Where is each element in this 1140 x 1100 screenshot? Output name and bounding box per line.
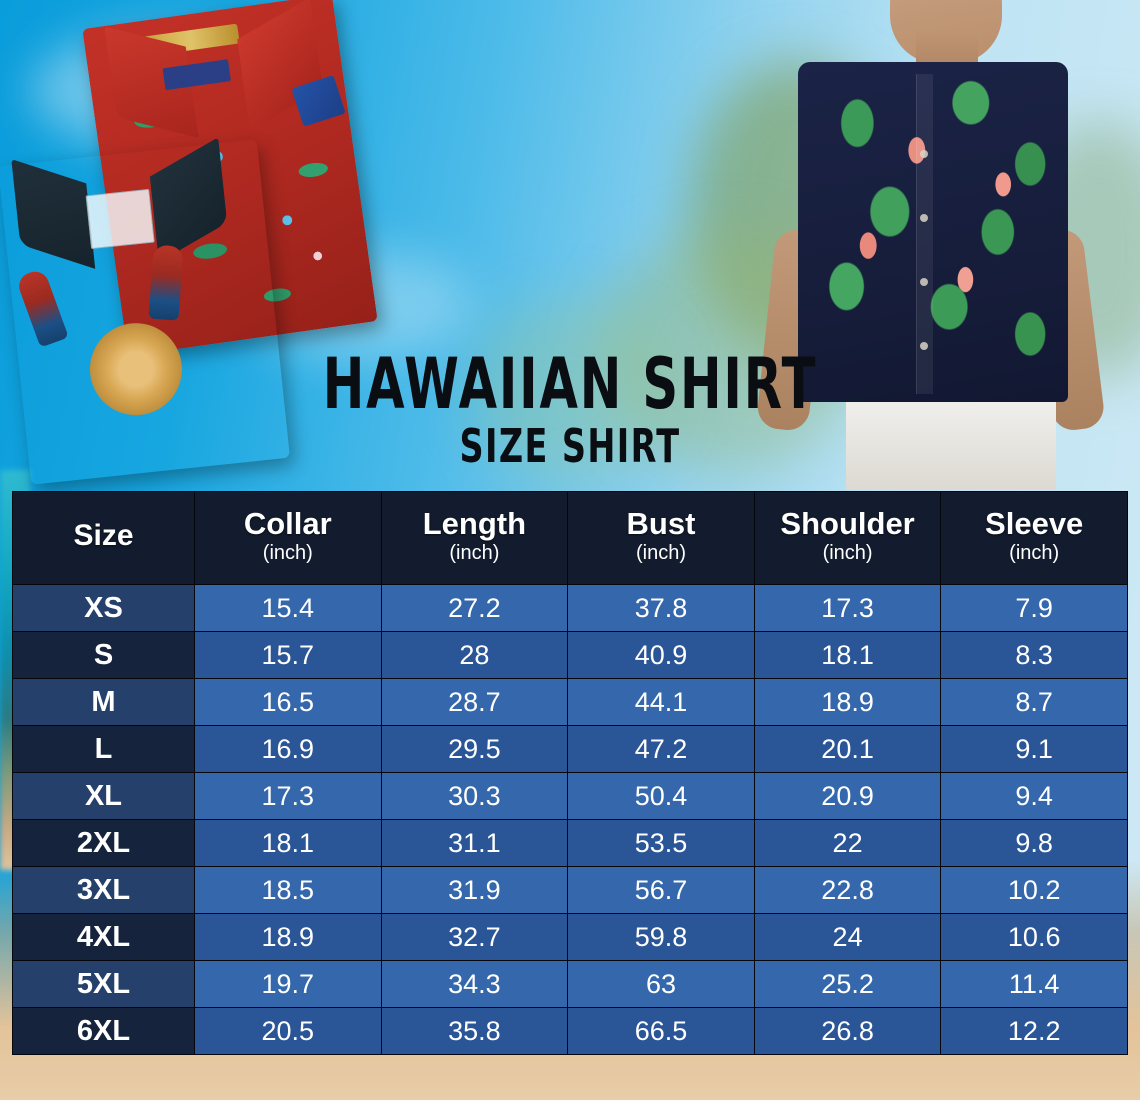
cell-sleeve: 7.9 bbox=[940, 584, 1128, 632]
cell-shoulder: 20.1 bbox=[753, 725, 942, 773]
table-row: 3XL 18.5 31.9 56.7 22.8 10.2 bbox=[12, 866, 1128, 914]
table-row: XS 15.4 27.2 37.8 17.3 7.9 bbox=[12, 584, 1128, 632]
cell-collar: 18.5 bbox=[194, 866, 382, 914]
collar-left bbox=[11, 159, 96, 269]
cell-collar: 16.9 bbox=[194, 725, 382, 773]
cell-bust: 59.8 bbox=[567, 913, 755, 961]
poster-title-block: HAWAIIAN SHIRT SIZE SHIRT bbox=[0, 342, 1140, 474]
cell-length: 27.2 bbox=[380, 584, 569, 632]
cell-length: 28.7 bbox=[380, 678, 569, 726]
cell-collar: 18.1 bbox=[194, 819, 382, 867]
cell-bust: 37.8 bbox=[567, 584, 755, 632]
table-row: L 16.9 29.5 47.2 20.1 9.1 bbox=[12, 725, 1128, 773]
table-head: Size Collar (inch) Length (inch) Bust (i… bbox=[12, 491, 1128, 585]
cell-shoulder: 18.9 bbox=[753, 678, 942, 726]
cell-shoulder: 17.3 bbox=[753, 584, 942, 632]
cell-size: 2XL bbox=[12, 819, 195, 867]
cell-size: L bbox=[12, 725, 195, 773]
cell-collar: 16.5 bbox=[194, 678, 382, 726]
col-header-size: Size bbox=[12, 491, 195, 585]
cell-shoulder: 26.8 bbox=[753, 1007, 942, 1055]
col-header-bust: Bust (inch) bbox=[567, 491, 755, 585]
table-row: XL 17.3 30.3 50.4 20.9 9.4 bbox=[12, 772, 1128, 820]
cell-sleeve: 11.4 bbox=[940, 960, 1128, 1008]
table-row: 6XL 20.5 35.8 66.5 26.8 12.2 bbox=[12, 1007, 1128, 1055]
size-chart-table-wrap: Size Collar (inch) Length (inch) Bust (i… bbox=[12, 491, 1128, 1055]
model-wearing-hawaiian-shirt-photo bbox=[720, 0, 1140, 490]
table-row: 5XL 19.7 34.3 63 25.2 11.4 bbox=[12, 960, 1128, 1008]
chest-pocket bbox=[85, 188, 155, 250]
cell-bust: 44.1 bbox=[567, 678, 755, 726]
cell-bust: 47.2 bbox=[567, 725, 755, 773]
cell-collar: 19.7 bbox=[194, 960, 382, 1008]
cell-size: 5XL bbox=[12, 960, 195, 1008]
cell-collar: 15.4 bbox=[194, 584, 382, 632]
cell-length: 30.3 bbox=[380, 772, 569, 820]
cell-length: 35.8 bbox=[380, 1007, 569, 1055]
model-shorts bbox=[846, 392, 1056, 490]
cell-bust: 56.7 bbox=[567, 866, 755, 914]
cell-size: XL bbox=[12, 772, 195, 820]
cell-bust: 66.5 bbox=[567, 1007, 755, 1055]
cell-bust: 40.9 bbox=[567, 631, 755, 679]
cell-size: 3XL bbox=[12, 866, 195, 914]
cell-shoulder: 20.9 bbox=[753, 772, 942, 820]
col-header-sleeve: Sleeve (inch) bbox=[940, 491, 1128, 585]
parrot-motif bbox=[148, 244, 184, 321]
cell-sleeve: 8.7 bbox=[940, 678, 1128, 726]
page-subtitle: SIZE SHIRT bbox=[459, 421, 681, 474]
cell-sleeve: 10.6 bbox=[940, 913, 1128, 961]
cell-size: 6XL bbox=[12, 1007, 195, 1055]
table-row: S 15.7 28 40.9 18.1 8.3 bbox=[12, 631, 1128, 679]
shirt-button bbox=[920, 214, 928, 222]
cell-sleeve: 9.1 bbox=[940, 725, 1128, 773]
model-shirt bbox=[798, 62, 1068, 402]
cell-length: 32.7 bbox=[380, 913, 569, 961]
cell-shoulder: 22.8 bbox=[753, 866, 942, 914]
cell-length: 31.9 bbox=[380, 866, 569, 914]
cell-shoulder: 18.1 bbox=[753, 631, 942, 679]
cell-bust: 53.5 bbox=[567, 819, 755, 867]
cell-sleeve: 9.8 bbox=[940, 819, 1128, 867]
cell-size: XS bbox=[12, 584, 195, 632]
table-header-row: Size Collar (inch) Length (inch) Bust (i… bbox=[12, 491, 1128, 585]
cell-shoulder: 25.2 bbox=[753, 960, 942, 1008]
cell-bust: 50.4 bbox=[567, 772, 755, 820]
cell-bust: 63 bbox=[567, 960, 755, 1008]
col-header-shoulder: Shoulder (inch) bbox=[753, 491, 942, 585]
shirt-button bbox=[920, 278, 928, 286]
cell-size: M bbox=[12, 678, 195, 726]
cell-sleeve: 8.3 bbox=[940, 631, 1128, 679]
page-title: HAWAIIAN SHIRT bbox=[322, 342, 818, 425]
cell-length: 28 bbox=[380, 631, 569, 679]
cell-shoulder: 22 bbox=[753, 819, 942, 867]
cell-size: S bbox=[12, 631, 195, 679]
cell-sleeve: 10.2 bbox=[940, 866, 1128, 914]
cell-collar: 18.9 bbox=[194, 913, 382, 961]
shirt-button bbox=[920, 150, 928, 158]
collar-right bbox=[149, 137, 228, 263]
cell-shoulder: 24 bbox=[753, 913, 942, 961]
shirt-button bbox=[920, 342, 928, 350]
cell-sleeve: 12.2 bbox=[940, 1007, 1128, 1055]
table-row: M 16.5 28.7 44.1 18.9 8.7 bbox=[12, 678, 1128, 726]
cell-length: 29.5 bbox=[380, 725, 569, 773]
table-row: 2XL 18.1 31.1 53.5 22 9.8 bbox=[12, 819, 1128, 867]
col-header-length: Length (inch) bbox=[380, 491, 569, 585]
table-row: 4XL 18.9 32.7 59.8 24 10.6 bbox=[12, 913, 1128, 961]
parrot-motif bbox=[15, 267, 69, 348]
cell-length: 31.1 bbox=[380, 819, 569, 867]
table-body: XS 15.4 27.2 37.8 17.3 7.9 S 15.7 28 40.9 18.1 8.3 M… bbox=[12, 584, 1128, 1055]
cell-length: 34.3 bbox=[380, 960, 569, 1008]
col-header-collar: Collar (inch) bbox=[194, 491, 382, 585]
cell-collar: 20.5 bbox=[194, 1007, 382, 1055]
cell-size: 4XL bbox=[12, 913, 195, 961]
cell-collar: 17.3 bbox=[194, 772, 382, 820]
cell-sleeve: 9.4 bbox=[940, 772, 1128, 820]
cell-collar: 15.7 bbox=[194, 631, 382, 679]
size-chart-table: Size Collar (inch) Length (inch) Bust (i… bbox=[12, 491, 1128, 1055]
